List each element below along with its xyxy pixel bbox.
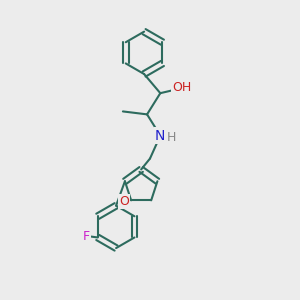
Text: F: F (83, 230, 90, 242)
Text: O: O (119, 195, 129, 208)
Text: H: H (167, 131, 176, 144)
Text: OH: OH (172, 81, 191, 94)
Text: N: N (155, 129, 166, 142)
